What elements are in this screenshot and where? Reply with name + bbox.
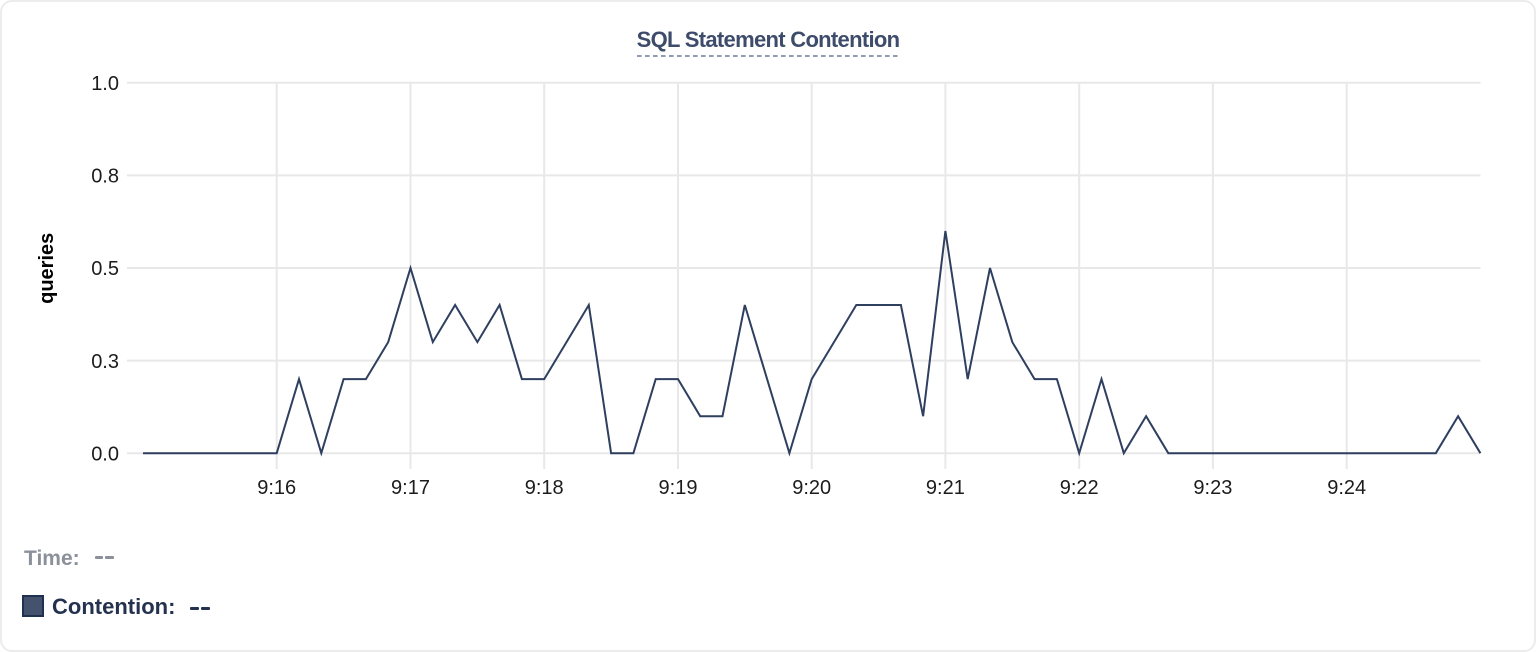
svg-text:0.5: 0.5 [91, 258, 119, 280]
svg-text:9:17: 9:17 [391, 477, 430, 499]
svg-text:9:21: 9:21 [926, 477, 965, 499]
svg-text:9:19: 9:19 [659, 477, 698, 499]
svg-text:0.0: 0.0 [91, 443, 119, 465]
svg-text:9:22: 9:22 [1060, 477, 1099, 499]
svg-text:9:20: 9:20 [792, 477, 831, 499]
svg-text:9:18: 9:18 [525, 477, 564, 499]
svg-text:0.8: 0.8 [91, 166, 119, 188]
svg-text:9:23: 9:23 [1193, 477, 1232, 499]
svg-text:9:24: 9:24 [1327, 477, 1366, 499]
svg-text:1.0: 1.0 [91, 73, 119, 95]
svg-text:queries: queries [36, 233, 58, 304]
svg-text:9:16: 9:16 [257, 477, 296, 499]
svg-text:0.3: 0.3 [91, 351, 119, 373]
